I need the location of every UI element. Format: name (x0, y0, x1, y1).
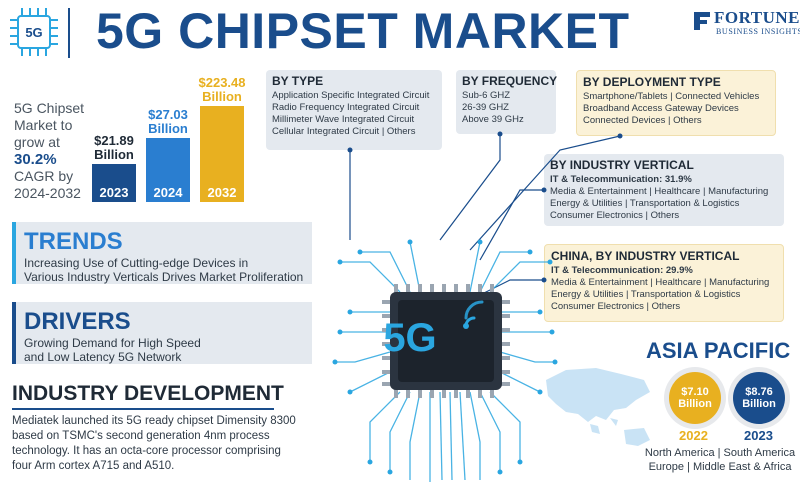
industry-highlight: IT & Telecommunication: 31.9% (550, 174, 692, 185)
frequency-item: 26-39 GHZ (462, 102, 509, 113)
drivers-strip (12, 302, 16, 364)
by-type-item: Radio Frequency Integrated Circuit (272, 102, 420, 113)
growth-line: 2024-2032 (14, 185, 81, 201)
by-type-item: Cellular Integrated Circuit | Others (272, 126, 416, 137)
growth-summary: 5G Chipset Market to grow at 30.2% CAGR … (14, 100, 104, 202)
trends-title: TRENDS (24, 228, 123, 255)
asia-pacific-2022-circle: $7.10 Billion (669, 372, 721, 424)
deployment-item: Connected Devices | Others (583, 115, 702, 126)
header-divider (68, 8, 70, 58)
bar-value: $223.48 (198, 75, 246, 90)
by-industry-title: BY INDUSTRY VERTICAL (550, 158, 694, 172)
industry-development-title: INDUSTRY DEVELOPMENT (12, 382, 284, 405)
trends-section: TRENDS Increasing Use of Cutting-edge De… (12, 222, 312, 284)
china-industry-title: CHINA, BY INDUSTRY VERTICAL (551, 249, 740, 263)
bar-unit: Billion (148, 121, 188, 136)
bar-value-label: $27.03 Billion (138, 108, 198, 136)
chip-logo-label: 5G (25, 24, 43, 40)
deployment-item: Broadband Access Gateway Devices (583, 103, 739, 114)
by-type-title: BY TYPE (272, 74, 324, 88)
bar-unit: Billion (202, 89, 242, 104)
industry-development-text: Mediatek launched its 5G ready chipset D… (12, 415, 296, 472)
asia-pacific-year-2023: 2023 (744, 428, 773, 443)
bar-value: $21.89 (94, 133, 134, 148)
drivers-section: DRIVERS Growing Demand for High Speed and… (12, 302, 312, 364)
trends-strip (12, 222, 16, 284)
asia-pacific-2023-circle: $8.76 Billion (733, 372, 785, 424)
regions-line: Europe | Middle East & Africa (648, 461, 792, 473)
china-item: Media & Entertainment | Healthcare | Man… (551, 277, 770, 288)
asia-pacific-2023-unit: Billion (742, 398, 776, 410)
brand-name: FORTUNE (714, 8, 800, 27)
drivers-line: Growing Demand for High Speed (24, 336, 201, 350)
by-type-item: Application Specific Integrated Circuit (272, 90, 430, 101)
growth-line: Market to (14, 117, 73, 133)
growth-line: 5G Chipset (14, 100, 85, 116)
drivers-title: DRIVERS (24, 308, 131, 335)
china-industry-box: CHINA, BY INDUSTRY VERTICAL IT & Telecom… (544, 244, 784, 322)
regions-list: North America | South America Europe | M… (640, 446, 800, 474)
by-deployment-box: BY DEPLOYMENT TYPE Smartphone/Tablets | … (576, 70, 776, 136)
industry-development-underline (12, 408, 274, 410)
trends-line: Various Industry Verticals Drives Market… (24, 270, 304, 284)
cagr-value: 30.2% (14, 151, 57, 168)
chip-logo-icon (10, 8, 58, 56)
frequency-item: Above 39 GHz (462, 114, 524, 125)
by-industry-box: BY INDUSTRY VERTICAL IT & Telecommunicat… (544, 154, 784, 226)
bar-unit: Billion (94, 147, 134, 162)
5g-chip-graphic (332, 239, 558, 482)
deployment-item: Smartphone/Tablets | Connected Vehicles (583, 91, 760, 102)
asia-pacific-year-2022: 2022 (679, 428, 708, 443)
asia-pacific-2022-unit: Billion (678, 398, 712, 410)
bar-2024: 2024 (146, 138, 190, 202)
bar-value-label: $223.48 Billion (192, 76, 252, 104)
bar-value: $27.03 (148, 107, 188, 122)
asia-pacific-2022-value: $7.10 (681, 386, 709, 398)
asia-map-icon (546, 368, 650, 446)
by-deployment-title: BY DEPLOYMENT TYPE (583, 75, 721, 89)
china-highlight: IT & Telecommunication: 29.9% (551, 265, 693, 276)
trends-text: Increasing Use of Cutting-edge Devices i… (24, 256, 303, 284)
china-item: Energy & Utilities | Transportation & Lo… (551, 289, 741, 300)
brand-logo: FORTUNE BUSINESS INSIGHTS (692, 8, 800, 48)
asia-pacific-2023-value: $8.76 (745, 386, 773, 398)
industry-item: Consumer Electronics | Others (550, 210, 680, 221)
chip-5g-label: 5G (383, 316, 437, 360)
brand-mark-icon (694, 12, 710, 30)
drivers-text: Growing Demand for High Speed and Low Lat… (24, 336, 201, 364)
by-frequency-box: BY FREQUENCY Sub-6 GHZ 26-39 GHZ Above 3… (456, 70, 558, 134)
growth-line: CAGR by (14, 168, 74, 184)
regions-line: North America | South America (644, 447, 796, 459)
bar-2023: 2023 (92, 164, 136, 202)
drivers-line: and Low Latency 5G Network (24, 350, 182, 364)
asia-pacific-title: ASIA PACIFIC (646, 338, 791, 363)
brand-subtitle: BUSINESS INSIGHTS (716, 27, 800, 36)
trends-line: Increasing Use of Cutting-edge Devices i… (24, 256, 249, 270)
by-type-box: BY TYPE Application Specific Integrated … (266, 70, 442, 150)
bar-2032: 2032 (200, 106, 244, 202)
china-item: Consumer Electronics | Others (551, 301, 681, 312)
industry-item: Energy & Utilities | Transportation & Lo… (550, 198, 740, 209)
by-frequency-title: BY FREQUENCY (462, 74, 558, 88)
growth-line: grow at (14, 134, 60, 150)
industry-item: Media & Entertainment | Healthcare | Man… (550, 186, 769, 197)
frequency-item: Sub-6 GHZ (462, 90, 511, 101)
by-type-item: Millimeter Wave Integrated Circuit (272, 114, 415, 125)
bar-value-label: $21.89 Billion (84, 134, 144, 162)
page-title: 5G CHIPSET MARKET (96, 3, 630, 59)
